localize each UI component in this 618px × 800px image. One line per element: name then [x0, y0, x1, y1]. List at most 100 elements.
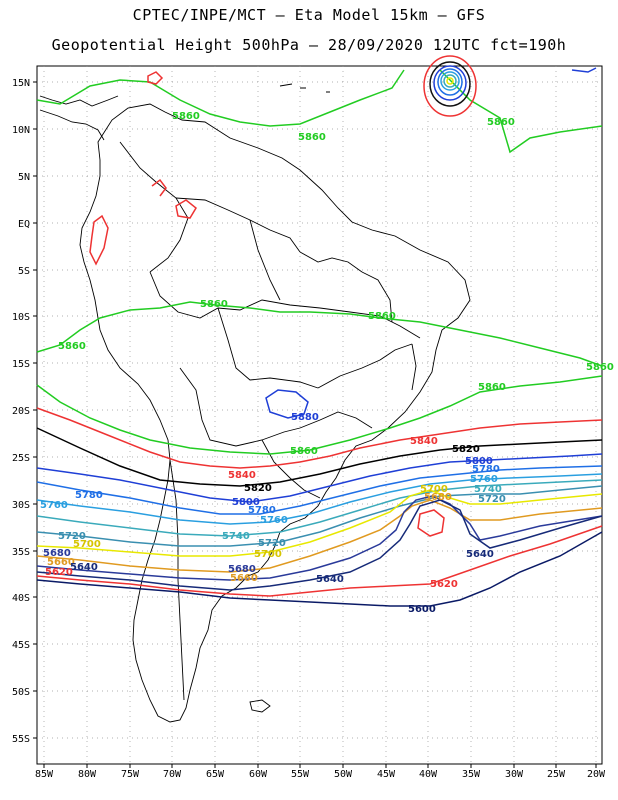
- country-border: [169, 459, 185, 701]
- lon-label: 35W: [462, 769, 481, 780]
- contour-5860-mid: [36, 301, 603, 367]
- high-ring: [446, 77, 454, 85]
- contour-label: 5680: [424, 492, 452, 503]
- lat-label: 30S: [12, 500, 30, 511]
- contour-5880-closed: [265, 389, 309, 419]
- contour-label: 5620: [430, 579, 458, 590]
- contour-blue-ne: [571, 67, 597, 73]
- contour-5740: [36, 479, 603, 537]
- lon-label: 45W: [377, 769, 396, 780]
- contour-label: 5760: [260, 515, 288, 526]
- country-border: [149, 271, 321, 319]
- country-border: [217, 307, 319, 389]
- lon-label: 65W: [206, 769, 225, 780]
- lon-label: 30W: [505, 769, 524, 780]
- brazil-state-border: [249, 219, 281, 301]
- high-ring: [423, 55, 477, 117]
- lon-label: 50W: [334, 769, 353, 780]
- contour-label: 5860: [368, 311, 396, 322]
- contour-label: 5840: [410, 436, 438, 447]
- contour-5800: [36, 453, 603, 503]
- lon-label: 25W: [547, 769, 566, 780]
- lat-label: 40S: [12, 593, 30, 604]
- country-border: [299, 251, 363, 273]
- contour-label: 5660: [47, 557, 75, 568]
- contour-label: 5800: [232, 497, 260, 508]
- contour-closed-red-north: [147, 71, 164, 85]
- caribbean-island: [279, 83, 330, 93]
- contour-label: 5720: [258, 538, 286, 549]
- contour-label: 5860: [58, 341, 86, 352]
- contour-label: 5620: [45, 567, 73, 578]
- high-center: [423, 55, 477, 117]
- country-border: [119, 141, 189, 273]
- falkland-islands: [249, 699, 271, 713]
- contour-label: 5700: [420, 484, 448, 495]
- lat-label: 5N: [18, 172, 30, 183]
- central-america-coast-n: [39, 95, 119, 107]
- contour-label: 5860: [487, 117, 515, 128]
- contour-label: 5600: [408, 604, 436, 615]
- contour-5780: [36, 465, 603, 515]
- contour-5840: [36, 407, 603, 469]
- lat-label: 10S: [12, 312, 30, 323]
- contour-5620: [36, 525, 603, 597]
- contour-label: 5720: [478, 494, 506, 505]
- contour-5760: [36, 473, 603, 525]
- brazil-state-border: [317, 343, 413, 389]
- contour-label: 5640: [466, 549, 494, 560]
- lon-label: 40W: [419, 769, 438, 780]
- map-frame: [36, 65, 603, 765]
- map-title-line2: Geopotential Height 500hPa – 28/09/2020 …: [51, 36, 567, 54]
- contour-label: 5780: [472, 464, 500, 475]
- contour-label: 5800: [465, 456, 493, 467]
- lon-label: 55W: [291, 769, 310, 780]
- high-ring: [433, 65, 467, 101]
- lon-label: 80W: [78, 769, 97, 780]
- axis-tick-labels: 85W 80W 75W 70W 65W 60W 55W 50W 45W 40W …: [12, 78, 606, 780]
- contour-label: 5780: [248, 505, 276, 516]
- contour-5660: [36, 495, 603, 581]
- map-title-line1: CPTEC/INPE/MCT – Eta Model 15km – GFS: [132, 6, 486, 24]
- brazil-state-border: [411, 343, 417, 391]
- contour-labels: 5860 5860 5860 5860 5860 5860 5860 5860 …: [40, 111, 614, 615]
- contour-5640: [36, 499, 603, 591]
- contour-label: 5860: [172, 111, 200, 122]
- contour-label: 5720: [58, 531, 86, 542]
- south-america-coastline: [79, 103, 471, 723]
- contour-label: 5820: [244, 483, 272, 494]
- lon-label: 75W: [121, 769, 140, 780]
- lon-label: 85W: [35, 769, 54, 780]
- contour-5660-closed: [417, 509, 445, 537]
- contour-label: 5760: [470, 474, 498, 485]
- contour-label: 5860: [290, 446, 318, 457]
- brazil-state-border: [299, 411, 373, 429]
- central-america-coast: [39, 109, 105, 141]
- contour-label: 5700: [73, 539, 101, 550]
- contour-label: 5660: [230, 573, 258, 584]
- contour-label: 5680: [43, 548, 71, 559]
- contour-label: 5780: [75, 490, 103, 501]
- lat-label: 20S: [12, 406, 30, 417]
- contour-closed-red-west: [89, 214, 109, 266]
- contour-lines: [36, 67, 603, 607]
- lon-label: 20W: [587, 769, 606, 780]
- contour-label: 5640: [316, 574, 344, 585]
- lat-label: EQ: [18, 219, 30, 230]
- contour-5820: [36, 427, 603, 487]
- country-border: [179, 367, 301, 447]
- contour-label: 5680: [228, 564, 256, 575]
- contour-label: 5700: [254, 549, 282, 560]
- coastlines-and-borders: [39, 83, 471, 723]
- brazil-state-border: [361, 271, 393, 323]
- lat-label: 35S: [12, 547, 30, 558]
- lon-label: 70W: [163, 769, 182, 780]
- lat-label: 45S: [12, 640, 30, 651]
- contour-label: 5880: [291, 412, 319, 423]
- lat-label: 10N: [12, 125, 30, 136]
- contour-label: 5740: [222, 531, 250, 542]
- high-ring: [437, 68, 463, 96]
- lat-label: 55S: [12, 734, 30, 745]
- contour-label: 5860: [478, 382, 506, 393]
- contour-label: 5740: [474, 484, 502, 495]
